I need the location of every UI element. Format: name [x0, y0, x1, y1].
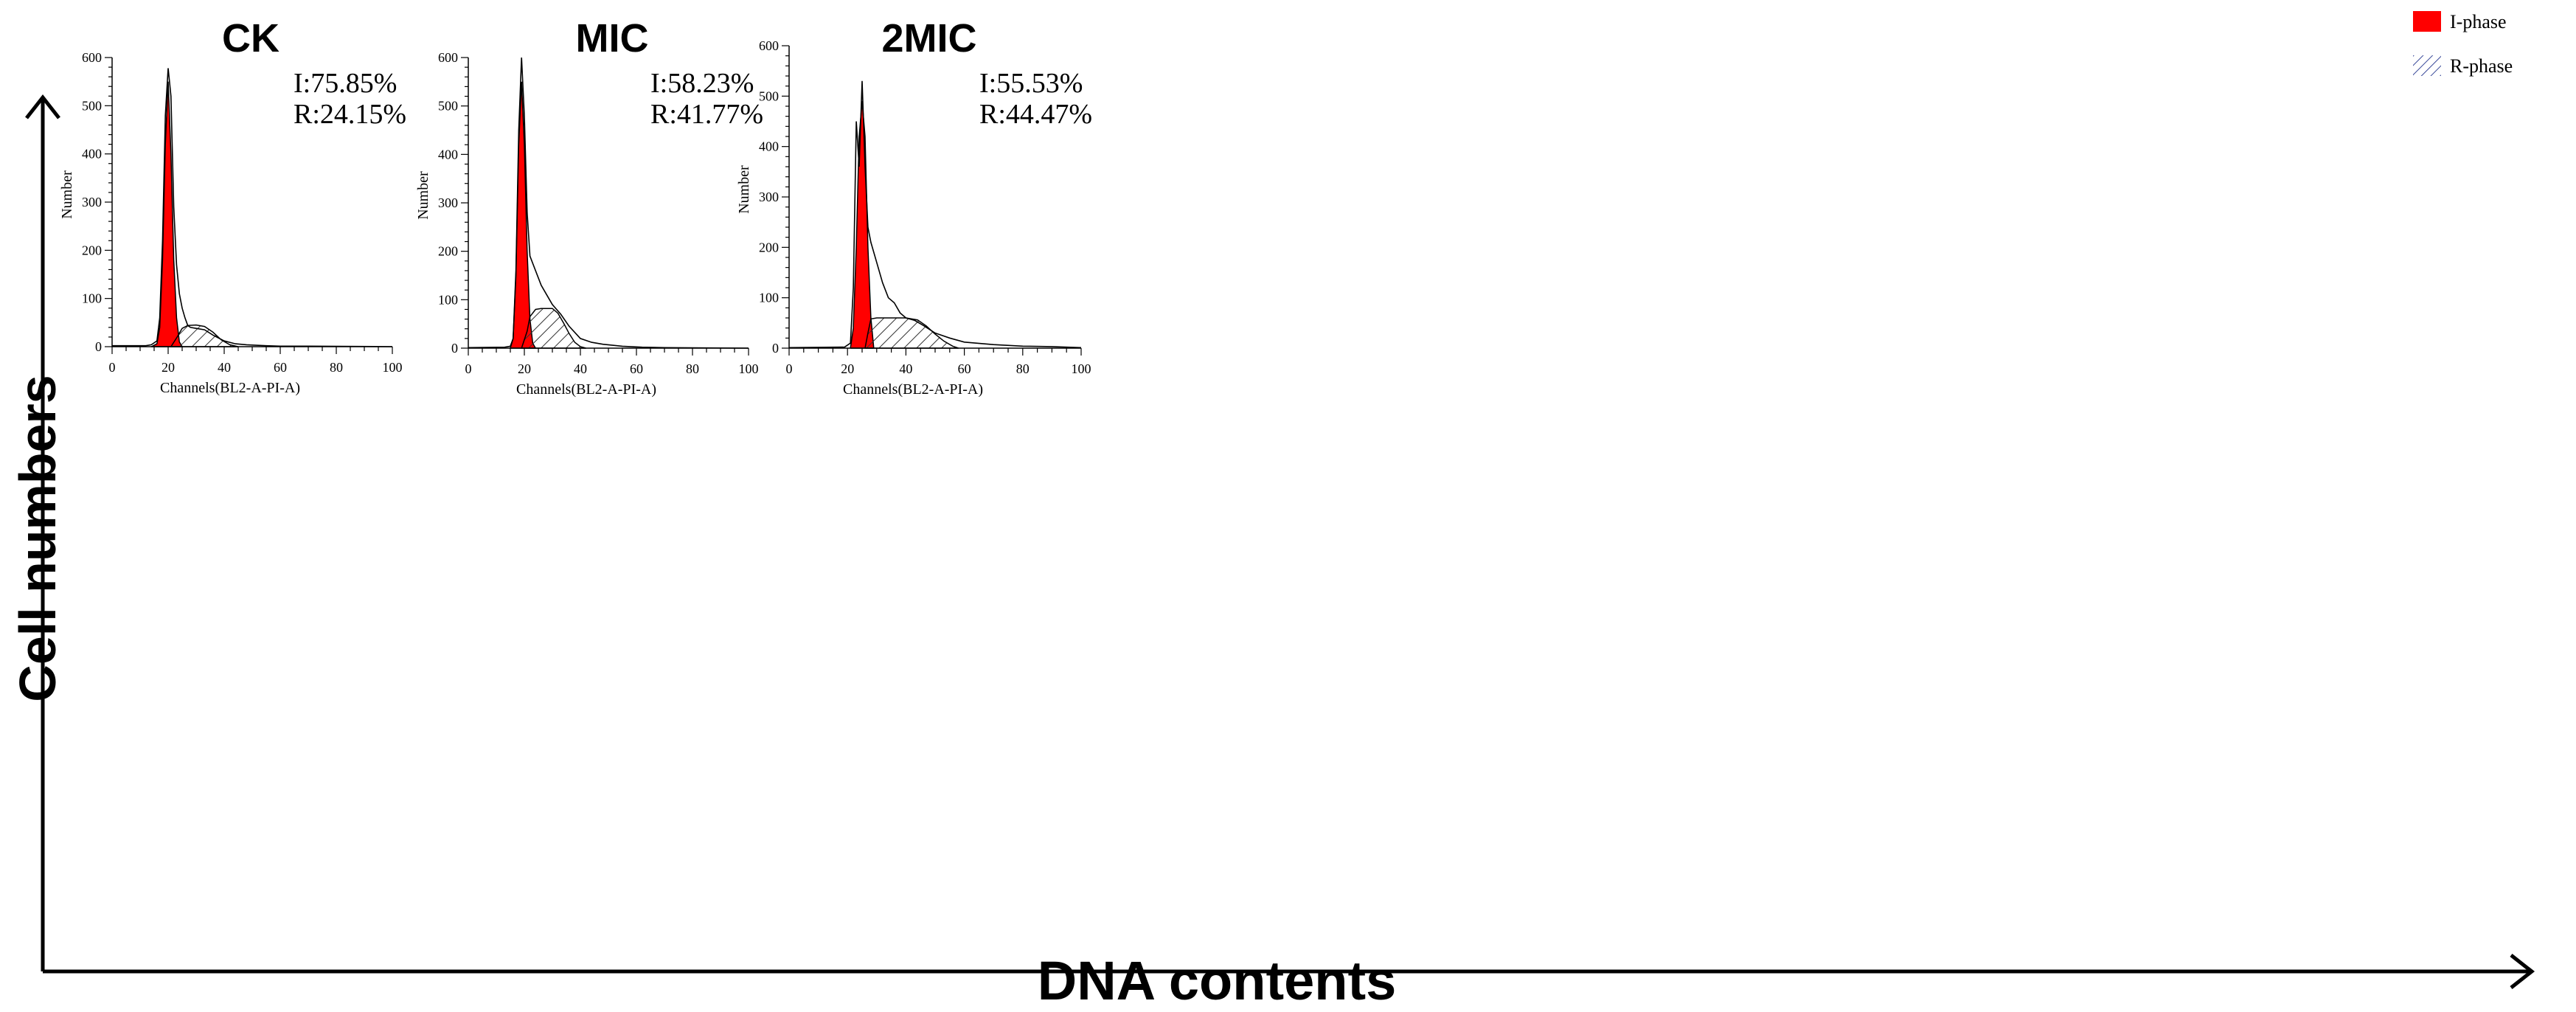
mic-y-tick-label: 0: [451, 341, 458, 356]
2mic-x-tick-label: 0: [786, 361, 793, 376]
ck-x-tick-label: 40: [218, 360, 231, 375]
mic-title: MIC: [576, 16, 649, 60]
ck-x-tick-label: 20: [162, 360, 175, 375]
legend-label-r-phase: R-phase: [2450, 55, 2513, 77]
mic-histogram-line: [468, 57, 749, 349]
mic-x-tick-label: 20: [518, 361, 531, 376]
y-axis-title: Cell numbers: [9, 375, 66, 701]
2mic-y-tick-label: 500: [759, 89, 779, 103]
mic-y-tick-label: 100: [438, 292, 458, 307]
2mic-histogram-line: [788, 80, 1082, 349]
mic-annotation-r: R:41.77%: [650, 99, 763, 130]
ck-r-phase-area: [170, 324, 239, 347]
ck-x-tick-label: 100: [383, 360, 403, 375]
mic-x-label: Channels(BL2-A-PI-A): [516, 381, 656, 398]
ck-i-phase-area: [150, 81, 184, 347]
2mic-y-tick-label: 100: [759, 291, 779, 305]
outer-y-arrow-icon: [25, 94, 60, 119]
ck-y-tick-label: 500: [82, 98, 102, 113]
x-axis-title: DNA contents: [1038, 950, 1397, 1011]
mic-annotation-i: I:58.23%: [650, 68, 754, 99]
2mic-annotation-i: I:55.53%: [979, 68, 1083, 99]
mic-y-tick-label: 200: [438, 244, 458, 259]
mic-x-tick-label: 60: [630, 361, 643, 376]
legend-swatch-r-phase: [2413, 55, 2441, 76]
2mic-x-tick-label: 100: [1072, 361, 1091, 376]
ck-y-tick-label: 100: [82, 291, 102, 306]
2mic-r-phase-area: [864, 317, 959, 349]
2mic-y-tick-label: 0: [772, 341, 779, 356]
2mic-x-tick-label: 80: [1016, 361, 1030, 376]
ck-x-tick-label: 80: [330, 360, 343, 375]
mic-x-tick-label: 0: [465, 361, 472, 376]
ck-histogram-line: [112, 68, 393, 347]
2mic-x-tick-label: 20: [841, 361, 854, 376]
histogram-panel-2mic: 0 20 40 60 80 100 0 100 200 300 400 500 600 Channels(…: [736, 16, 1092, 398]
mic-x-tick-label: 40: [574, 361, 587, 376]
2mic-y-label: Number: [736, 165, 752, 214]
mic-x-tick-label: 80: [686, 361, 699, 376]
2mic-y-tick-label: 200: [759, 240, 779, 254]
2mic-x-tick-label: 60: [958, 361, 971, 376]
ck-x-label: Channels(BL2-A-PI-A): [160, 380, 300, 396]
ck-y-tick-label: 200: [82, 243, 102, 257]
ck-annotation-r: R:24.15%: [294, 99, 406, 130]
mic-x-tick-label: 100: [739, 361, 759, 376]
legend: I-phase R-phase: [2413, 11, 2513, 77]
ck-y-tick-label: 600: [82, 50, 102, 65]
mic-y-tick-label: 300: [438, 195, 458, 210]
mic-y-tick-label: 600: [438, 50, 458, 65]
mic-y-label: Number: [415, 171, 431, 220]
histogram-panel-mic: 0 20 40 60 80 100 0 100 200 300 400 500 600 Channels(…: [415, 16, 763, 398]
mic-y-tick-label: 400: [438, 147, 458, 162]
histogram-panel-ck: 0 20 40 60 80 100 0 100 200 300 400 500 600 Channels(…: [59, 16, 406, 396]
legend-label-i-phase: I-phase: [2450, 11, 2507, 32]
ck-x-tick-label: 60: [274, 360, 287, 375]
2mic-annotation-r: R:44.47%: [979, 99, 1092, 130]
2mic-x-tick-label: 40: [899, 361, 912, 376]
legend-swatch-i-phase: [2413, 11, 2441, 32]
ck-y-tick-label: 0: [95, 339, 102, 354]
2mic-y-tick-label: 300: [759, 190, 779, 204]
ck-annotation-i: I:75.85%: [294, 68, 397, 99]
outer-x-arrow-icon: [2510, 954, 2535, 989]
ck-y-tick-label: 300: [82, 195, 102, 209]
2mic-title: 2MIC: [881, 16, 976, 60]
mic-y-tick-label: 500: [438, 99, 458, 114]
mic-r-phase-area: [521, 308, 586, 349]
2mic-x-label: Channels(BL2-A-PI-A): [843, 381, 983, 398]
ck-y-label: Number: [59, 170, 75, 219]
ck-y-tick-label: 400: [82, 147, 102, 162]
2mic-y-tick-label: 400: [759, 139, 779, 154]
2mic-y-tick-label: 600: [759, 38, 779, 53]
ck-x-tick-label: 0: [109, 360, 116, 375]
ck-title: CK: [222, 16, 280, 60]
